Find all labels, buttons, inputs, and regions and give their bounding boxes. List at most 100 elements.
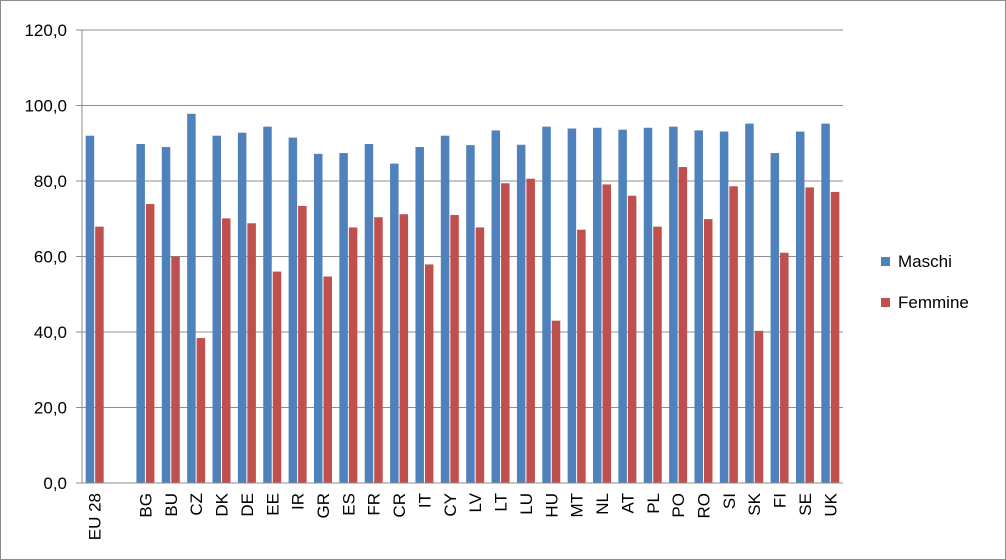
bar-maschi-ee — [263, 126, 272, 483]
bar-maschi-uk — [821, 123, 830, 484]
x-tick-label: DE — [238, 493, 257, 517]
x-tick-label: FR — [365, 493, 384, 516]
bar-maschi-cy — [440, 135, 450, 483]
y-tick-label: 40,0 — [34, 323, 67, 342]
x-tick-label: BG — [136, 493, 155, 518]
y-tick-label: 120,0 — [24, 21, 67, 40]
bar-femmine-si — [729, 186, 738, 483]
bar-maschi-hu — [542, 126, 551, 483]
bar-femmine-nl — [602, 184, 612, 483]
x-tick-label: CR — [390, 493, 409, 518]
x-tick-label: FI — [771, 493, 790, 508]
y-tick-label: 20,0 — [34, 399, 67, 418]
x-tick-label: PL — [644, 493, 663, 514]
bar-femmine-fr — [374, 217, 383, 484]
bar-maschi-lu — [516, 144, 526, 483]
bar-maschi-lv — [466, 145, 475, 483]
bar-femmine-sk — [754, 330, 764, 483]
x-tick-label: LU — [517, 493, 536, 515]
x-tick-label: HU — [542, 493, 561, 518]
y-tick-label: 0,0 — [43, 474, 67, 493]
bar-maschi-cz — [187, 113, 196, 484]
x-axis-tick-labels: EU 28 BG BU CZ DK DE EE IR GR ES FR CR IT CY LV LT LU HU M… — [86, 492, 841, 540]
bar-femmine-dk — [222, 218, 231, 483]
x-tick-label: GR — [314, 493, 333, 519]
x-tick-label: BU — [162, 493, 181, 517]
bar-maschi-gr — [313, 153, 323, 483]
bar-femmine-mt — [577, 229, 586, 483]
bar-femmine-pl — [653, 226, 662, 484]
bar-maschi-fi — [770, 153, 780, 483]
bar-femmine-bg — [145, 204, 155, 483]
bar-maschi-fr — [364, 144, 374, 483]
bar-maschi-bu — [161, 147, 171, 483]
legend: Maschi Femmine — [881, 252, 969, 312]
bar-maschi-de — [237, 132, 247, 483]
x-tick-label: SI — [720, 493, 739, 509]
bar-maschi-ro — [694, 130, 703, 484]
x-tick-label: ES — [339, 493, 358, 516]
x-tick-label: CZ — [187, 493, 206, 516]
bar-maschi-ir — [288, 137, 298, 483]
y-tick-label: 60,0 — [34, 248, 67, 267]
x-tick-label: AT — [618, 493, 637, 513]
bar-maschi-lt — [491, 130, 501, 484]
bar-maschi-si — [719, 131, 729, 484]
bar-maschi-po — [669, 126, 678, 483]
bar-femmine-se — [805, 187, 814, 484]
bar-maschi-cr — [390, 163, 399, 483]
bar-maschi-nl — [593, 127, 602, 484]
bar-maschi-at — [618, 129, 627, 483]
x-tick-label: CY — [441, 493, 460, 517]
y-tick-label: 80,0 — [34, 172, 67, 191]
bar-femmine-hu — [551, 320, 561, 483]
legend-swatch-maschi — [881, 257, 890, 266]
bar-femmine-ro — [703, 219, 713, 483]
bar-femmine-it — [424, 264, 434, 483]
bar-maschi-bg — [136, 144, 145, 483]
bar-maschi-sk — [745, 123, 754, 484]
bar-femmine-lt — [501, 183, 510, 483]
x-tick-label: IT — [415, 493, 434, 508]
bar-femmine-cz — [196, 338, 206, 483]
x-tick-label: LV — [466, 492, 485, 512]
bar-maschi-se — [795, 131, 805, 484]
gridlines — [82, 29, 843, 408]
bar-femmine-gr — [323, 276, 332, 483]
bar-femmine-uk — [830, 191, 840, 483]
legend-label-maschi: Maschi — [898, 252, 952, 271]
x-tick-label: DK — [213, 492, 232, 516]
x-tick-label: EU 28 — [86, 493, 105, 540]
bar-femmine-po — [678, 167, 688, 483]
x-tick-label: PO — [669, 493, 688, 518]
legend-swatch-femmine — [881, 298, 890, 307]
legend-label-femmine: Femmine — [898, 293, 969, 312]
bar-maschi-eu-28 — [85, 135, 95, 483]
x-tick-label: UK — [821, 492, 840, 516]
bar-femmine-eu-28 — [95, 226, 104, 484]
x-tick-label: IR — [289, 493, 308, 510]
bars — [85, 113, 840, 484]
x-tick-label: LT — [492, 493, 511, 512]
bar-femmine-de — [247, 223, 256, 483]
bar-femmine-es — [348, 227, 358, 483]
bar-femmine-lv — [475, 227, 485, 483]
x-tick-label: EE — [263, 493, 282, 516]
bar-femmine-cr — [399, 214, 409, 483]
x-tick-label: SK — [745, 492, 764, 515]
axes — [76, 29, 843, 484]
bar-femmine-ee — [272, 271, 282, 483]
y-tick-label: 100,0 — [24, 97, 67, 116]
bar-maschi-it — [415, 147, 424, 483]
bar-femmine-at — [627, 195, 637, 483]
bar-femmine-fi — [780, 252, 789, 483]
bar-femmine-lu — [526, 178, 535, 484]
bar-maschi-es — [339, 153, 348, 483]
bar-maschi-mt — [567, 128, 577, 483]
bar-maschi-dk — [212, 135, 222, 483]
y-axis-tick-labels: 0,0 20,0 40,0 60,0 80,0 100,0 120,0 — [24, 21, 67, 493]
bar-maschi-pl — [643, 127, 653, 484]
bar-femmine-ir — [298, 205, 307, 484]
bar-femmine-cy — [450, 214, 459, 483]
